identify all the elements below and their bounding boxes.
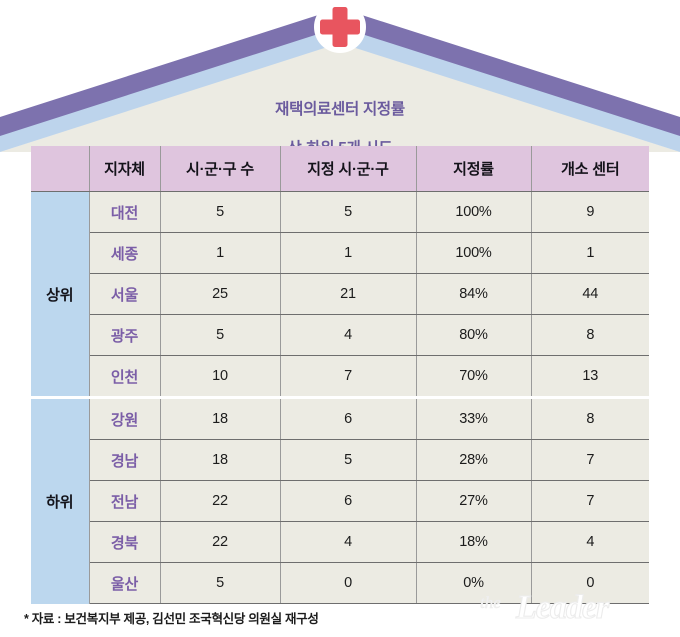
designated-count: 4 — [279, 314, 416, 356]
districts-count: 5 — [159, 314, 280, 356]
designation-rate: 70% — [415, 355, 531, 399]
designation-rate: 100% — [415, 191, 531, 233]
designation-rate: 84% — [415, 273, 531, 315]
designation-rate: 0% — [415, 562, 531, 604]
designated-count: 7 — [279, 355, 416, 399]
region-name: 강원 — [88, 397, 160, 440]
table-row: 울산 5 0 0% 0 — [31, 562, 649, 604]
table-row: 인천 10 7 70% 13 — [31, 355, 649, 399]
designated-count: 1 — [279, 232, 416, 274]
designation-rate: 28% — [415, 439, 531, 481]
districts-count: 25 — [159, 273, 280, 315]
designation-rate-table: 지자체 시·군·구 수 지정 시·군·구 지정률 개소 센터 상위 대전 5 5… — [31, 146, 649, 604]
districts-count: 1 — [159, 232, 280, 274]
designated-count: 6 — [279, 397, 416, 440]
table-row: 전남 22 6 27% 7 — [31, 480, 649, 522]
table-row: 광주 5 4 80% 8 — [31, 314, 649, 356]
centers-count: 9 — [530, 191, 649, 233]
designation-rate: 100% — [415, 232, 531, 274]
source-note: * 자료 : 보건복지부 제공, 김선민 조국혁신당 의원실 재구성 — [24, 612, 319, 626]
designated-count: 6 — [279, 480, 416, 522]
region-name: 대전 — [88, 191, 160, 233]
roof-header-graphic — [0, 0, 680, 152]
region-name: 광주 — [88, 314, 160, 356]
column-header-group — [31, 146, 89, 192]
region-name: 인천 — [88, 355, 160, 399]
table-body: 상위 대전 5 5 100% 9 세종 1 1 100% 1 서울 25 21 … — [31, 191, 649, 604]
table-row: 세종 1 1 100% 1 — [31, 232, 649, 274]
region-name: 울산 — [88, 562, 160, 604]
table-row: 서울 25 21 84% 44 — [31, 273, 649, 315]
table-row: 경남 18 5 28% 7 — [31, 439, 649, 481]
roof-interior-fill — [0, 42, 680, 152]
group-label-top: 상위 — [31, 191, 90, 399]
centers-count: 7 — [530, 480, 649, 522]
column-header-region: 지자체 — [88, 146, 160, 192]
column-header-designated: 지정 시·군·구 — [279, 146, 416, 192]
region-name: 세종 — [88, 232, 160, 274]
centers-count: 44 — [530, 273, 649, 315]
districts-count: 22 — [159, 521, 280, 563]
designated-count: 5 — [279, 439, 416, 481]
column-header-districts: 시·군·구 수 — [159, 146, 280, 192]
designated-count: 5 — [279, 191, 416, 233]
districts-count: 22 — [159, 480, 280, 522]
table-header-row: 지자체 시·군·구 수 지정 시·군·구 지정률 개소 센터 — [31, 146, 649, 192]
column-header-centers: 개소 센터 — [530, 146, 649, 192]
centers-count: 7 — [530, 439, 649, 481]
designated-count: 21 — [279, 273, 416, 315]
region-name: 경북 — [88, 521, 160, 563]
designation-rate: 18% — [415, 521, 531, 563]
designated-count: 0 — [279, 562, 416, 604]
districts-count: 10 — [159, 355, 280, 399]
centers-count: 1 — [530, 232, 649, 274]
table-row: 상위 대전 5 5 100% 9 — [31, 191, 649, 399]
districts-count: 18 — [159, 439, 280, 481]
districts-count: 18 — [159, 397, 280, 440]
medical-cross-icon — [320, 7, 360, 47]
centers-count: 8 — [530, 397, 649, 440]
region-name: 서울 — [88, 273, 160, 315]
designation-rate: 33% — [415, 397, 531, 440]
districts-count: 5 — [159, 562, 280, 604]
data-table-container: 지자체 시·군·구 수 지정 시·군·구 지정률 개소 센터 상위 대전 5 5… — [31, 146, 649, 604]
districts-count: 5 — [159, 191, 280, 233]
designation-rate: 27% — [415, 480, 531, 522]
region-name: 전남 — [88, 480, 160, 522]
centers-count: 0 — [530, 562, 649, 604]
column-header-rate: 지정률 — [415, 146, 531, 192]
centers-count: 13 — [530, 355, 649, 399]
designated-count: 4 — [279, 521, 416, 563]
table-row: 하위 강원 18 6 33% 8 — [31, 397, 649, 604]
region-name: 경남 — [88, 439, 160, 481]
centers-count: 8 — [530, 314, 649, 356]
centers-count: 4 — [530, 521, 649, 563]
group-label-bottom: 하위 — [31, 397, 90, 604]
designation-rate: 80% — [415, 314, 531, 356]
table-row: 경북 22 4 18% 4 — [31, 521, 649, 563]
